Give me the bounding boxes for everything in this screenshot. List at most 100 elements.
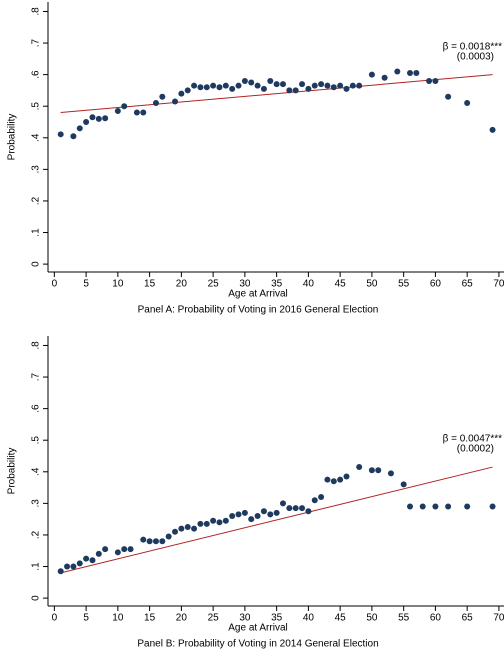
- x-tick-label: 60: [430, 613, 442, 624]
- point: [178, 525, 185, 532]
- x-tick-label: 55: [398, 613, 410, 624]
- point: [57, 131, 64, 138]
- point: [445, 93, 452, 100]
- y-axis-label: Probability: [7, 448, 18, 495]
- point: [381, 74, 388, 81]
- y-tick-label: .2: [31, 530, 42, 539]
- point: [121, 546, 128, 553]
- point: [356, 464, 363, 471]
- point: [292, 505, 299, 512]
- point: [273, 81, 280, 88]
- point: [241, 77, 248, 84]
- x-tick-label: 15: [144, 613, 156, 624]
- point: [400, 481, 407, 488]
- point: [311, 82, 318, 89]
- x-tick-label: 0: [52, 279, 58, 290]
- y-tick-label: .1: [31, 562, 42, 571]
- point: [184, 87, 191, 94]
- point: [191, 82, 198, 89]
- x-tick-label: 70: [493, 279, 504, 290]
- x-tick-label: 10: [112, 279, 124, 290]
- point: [229, 513, 236, 519]
- point: [235, 82, 242, 89]
- point: [152, 100, 159, 107]
- point: [140, 109, 147, 116]
- point: [235, 511, 242, 518]
- point: [210, 82, 217, 89]
- x-axis-label: Age at Arrival: [228, 289, 287, 300]
- point: [368, 71, 375, 78]
- point: [279, 500, 286, 507]
- x-tick-label: 35: [271, 613, 283, 624]
- point: [286, 505, 293, 512]
- y-tick-label: .4: [31, 133, 42, 142]
- point: [127, 546, 134, 553]
- point: [343, 473, 350, 480]
- x-tick-label: 20: [176, 613, 188, 624]
- point: [197, 84, 204, 91]
- point: [419, 503, 426, 510]
- point: [305, 85, 312, 92]
- point: [356, 82, 363, 89]
- y-tick-label: .5: [31, 102, 42, 111]
- point: [260, 85, 267, 92]
- y-axis-label: Probability: [7, 114, 18, 161]
- y-tick-label: .8: [31, 341, 42, 350]
- point: [286, 87, 293, 94]
- point: [178, 90, 185, 97]
- x-tick-label: 0: [52, 613, 58, 624]
- point: [337, 476, 344, 483]
- y-tick-label: 0: [31, 595, 42, 601]
- y-tick-label: .3: [31, 165, 42, 174]
- point: [337, 82, 344, 89]
- x-tick-label: 20: [176, 279, 188, 290]
- point: [76, 560, 83, 567]
- y-tick-label: .6: [31, 70, 42, 79]
- x-tick-label: 5: [83, 279, 89, 290]
- point: [159, 93, 166, 100]
- point: [324, 82, 331, 89]
- x-tick-label: 10: [112, 613, 124, 624]
- x-tick-label: 40: [303, 613, 315, 624]
- x-tick-label: 60: [430, 279, 442, 290]
- point: [210, 517, 217, 524]
- point: [172, 98, 179, 105]
- point: [184, 524, 191, 531]
- y-tick-label: .3: [31, 499, 42, 508]
- point: [241, 509, 248, 516]
- y-tick-label: .2: [31, 196, 42, 205]
- point: [267, 77, 274, 84]
- point: [102, 546, 109, 553]
- point: [89, 114, 96, 121]
- point: [121, 103, 128, 110]
- x-tick-label: 25: [208, 613, 220, 624]
- point: [299, 505, 306, 512]
- point: [343, 85, 350, 92]
- point: [311, 497, 318, 504]
- point: [64, 563, 71, 570]
- point: [279, 81, 286, 88]
- x-axis-label: Age at Arrival: [228, 623, 287, 634]
- point: [165, 533, 172, 540]
- point: [70, 563, 77, 570]
- point: [267, 511, 274, 518]
- point: [222, 517, 229, 524]
- point: [426, 77, 433, 84]
- point: [318, 81, 325, 88]
- point: [95, 550, 102, 557]
- point: [273, 509, 280, 516]
- x-tick-label: 30: [239, 279, 251, 290]
- point: [222, 82, 229, 89]
- point: [203, 84, 210, 91]
- point: [248, 79, 255, 86]
- y-tick-label: 0: [31, 261, 42, 267]
- x-tick-label: 70: [493, 613, 504, 624]
- point: [83, 119, 90, 125]
- annotation: β = 0.0047***: [443, 434, 503, 445]
- point: [368, 467, 375, 474]
- point: [95, 115, 102, 122]
- fit-line: [60, 74, 493, 114]
- point: [292, 87, 299, 94]
- annotation: (0.0002): [457, 444, 494, 455]
